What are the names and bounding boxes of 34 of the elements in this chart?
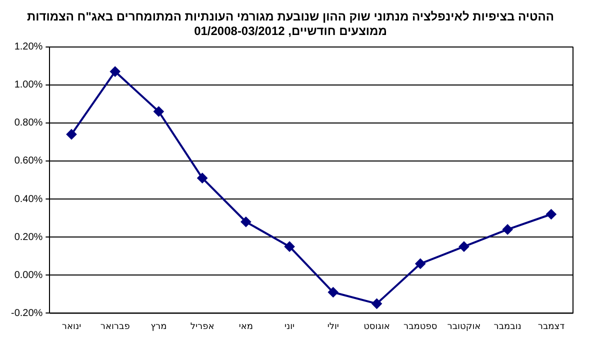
y-tick-label: 1.20% xyxy=(14,42,43,53)
point xyxy=(546,209,556,220)
x-tick-label: ספטמבר xyxy=(404,322,438,332)
point xyxy=(415,258,426,269)
y-tick-label: -0.20% xyxy=(10,308,43,319)
point xyxy=(154,106,164,116)
x-tick-label: נובמבר xyxy=(494,322,522,332)
y-tick-label: 0.80% xyxy=(14,118,43,129)
point xyxy=(110,66,120,77)
x-tick-label: מאי xyxy=(238,322,254,332)
chart-title: ההטיה בציפיות לאינפלציה מנתוני שוק ההון שנובעת מגורמי העונתיות המתומחרים באג"ח הצמודות xyxy=(27,10,554,24)
point xyxy=(372,298,382,309)
y-tick-label: 0.20% xyxy=(14,232,43,243)
y-tick-label: 0.40% xyxy=(14,194,43,205)
x-tick-label: דצמבר xyxy=(538,322,565,332)
x-tick-label: ינואר xyxy=(62,322,82,332)
x-tick-label: אפריל xyxy=(190,322,214,332)
point xyxy=(458,242,469,252)
point xyxy=(66,129,76,140)
x-tick-label: אוקטובר xyxy=(447,322,481,332)
y-tick-label: 0.60% xyxy=(14,156,43,167)
point xyxy=(328,287,338,298)
point xyxy=(284,242,295,252)
y-tick-label: 1.00% xyxy=(14,80,43,91)
x-tick-label: יוני xyxy=(284,322,295,332)
x-tick-label: מרץ xyxy=(150,322,167,332)
point xyxy=(240,216,251,227)
point xyxy=(502,224,513,234)
y-tick-label: 0.00% xyxy=(14,270,43,281)
chart-subtitle: ממוצעים חודשיים, 01/2008-03/2012 xyxy=(194,24,387,38)
x-tick-label: פברואר xyxy=(100,322,130,332)
x-tick-label: יולי xyxy=(327,322,339,332)
point xyxy=(197,173,208,184)
x-tick-label: אוגוסט xyxy=(364,322,390,332)
